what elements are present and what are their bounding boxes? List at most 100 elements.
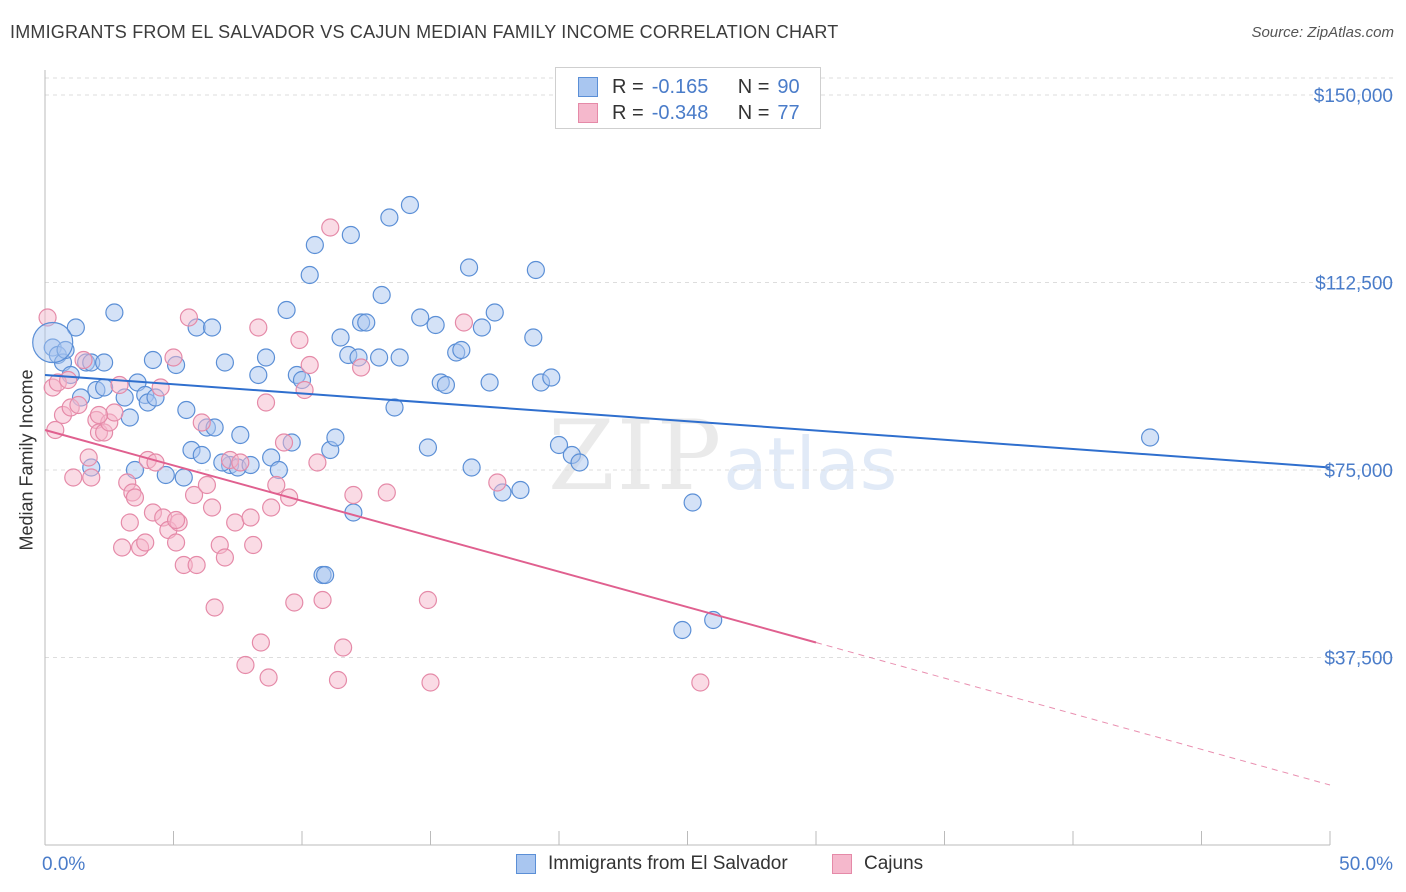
point-el-salvador xyxy=(673,620,692,640)
legend-swatch-pink xyxy=(832,854,852,874)
point-cajuns xyxy=(125,488,145,507)
point-cajuns xyxy=(215,548,234,567)
x-tick-label: 50.0% xyxy=(1339,854,1393,875)
point-cajuns xyxy=(136,533,155,552)
point-el-salvador xyxy=(177,400,196,420)
point-el-salvador xyxy=(156,465,175,485)
point-el-salvador xyxy=(32,321,74,364)
point-el-salvador xyxy=(549,435,569,455)
trend-lines xyxy=(44,374,1331,786)
point-el-salvador xyxy=(426,315,445,335)
point-cajuns xyxy=(112,538,132,557)
point-cajuns xyxy=(241,508,260,527)
point-cajuns xyxy=(321,218,340,237)
point-cajuns xyxy=(197,475,217,495)
point-cajuns xyxy=(236,655,255,675)
r-value: -0.165 xyxy=(651,75,709,98)
point-el-salvador xyxy=(480,373,499,392)
point-el-salvador xyxy=(511,480,530,500)
point-el-salvador xyxy=(269,460,288,480)
point-el-salvador xyxy=(256,348,276,367)
point-cajuns xyxy=(259,668,278,687)
point-el-salvador xyxy=(459,258,479,277)
point-cajuns xyxy=(187,555,206,575)
point-el-salvador xyxy=(485,303,504,322)
point-el-salvador xyxy=(66,318,85,337)
point-cajuns xyxy=(64,468,83,487)
point-cajuns xyxy=(59,370,78,390)
point-cajuns xyxy=(421,673,440,692)
n-value: 77 xyxy=(777,101,800,124)
point-el-salvador xyxy=(411,308,430,327)
point-el-salvador xyxy=(331,328,350,347)
bottom-legend-el-salvador: Immigrants from El Salvador xyxy=(516,852,788,876)
point-cajuns xyxy=(377,483,396,502)
point-el-salvador xyxy=(683,493,702,512)
point-cajuns xyxy=(205,598,224,617)
point-el-salvador xyxy=(277,300,296,320)
point-cajuns xyxy=(120,513,139,532)
point-cajuns xyxy=(166,510,186,530)
point-cajuns xyxy=(285,593,304,612)
y-tick-label: $150,000 xyxy=(1314,86,1393,107)
legend-row-el-salvador: R = -0.165 N = 90 xyxy=(578,75,800,99)
point-cajuns xyxy=(274,433,294,452)
point-el-salvador xyxy=(370,348,389,367)
point-cajuns xyxy=(89,405,109,425)
y-tick-label: $37,500 xyxy=(1324,649,1393,670)
point-cajuns xyxy=(295,380,314,400)
point-el-salvador xyxy=(524,328,543,347)
r-label: R = xyxy=(612,75,644,98)
chart-title: IMMIGRANTS FROM EL SALVADOR VS CAJUN MED… xyxy=(10,22,839,42)
legend-swatch-pink xyxy=(578,103,598,123)
point-el-salvador xyxy=(231,425,250,445)
point-el-salvador xyxy=(385,398,404,417)
point-cajuns xyxy=(46,420,65,440)
point-el-salvador xyxy=(570,453,589,472)
r-value: -0.348 xyxy=(651,101,709,124)
r-label: R = xyxy=(612,101,644,124)
point-el-salvador xyxy=(95,353,114,372)
point-cajuns xyxy=(290,330,309,350)
x-tick-label: 0.0% xyxy=(42,854,85,875)
point-el-salvador xyxy=(143,350,163,370)
legend-label-el-salvador: Immigrants from El Salvador xyxy=(548,853,788,874)
point-cajuns xyxy=(300,355,319,375)
gridlines xyxy=(45,77,1395,658)
trend-line-el-salvador xyxy=(44,374,1331,469)
point-el-salvador xyxy=(202,318,222,337)
point-el-salvador xyxy=(192,445,211,465)
n-label: N = xyxy=(737,75,770,98)
point-cajuns xyxy=(313,590,332,610)
legend-swatch-blue xyxy=(578,77,598,97)
source-note: Source: ZipAtlas.com xyxy=(1251,24,1394,41)
point-cajuns xyxy=(192,413,211,432)
n-label: N = xyxy=(737,101,770,124)
point-cajuns xyxy=(334,638,353,657)
y-tick-label: $112,500 xyxy=(1315,274,1393,295)
point-cajuns xyxy=(262,498,281,517)
point-cajuns xyxy=(69,395,88,415)
point-el-salvador xyxy=(215,353,234,372)
point-el-salvador xyxy=(357,313,376,332)
point-cajuns xyxy=(151,378,170,397)
point-cajuns xyxy=(166,533,186,552)
point-cajuns xyxy=(74,350,93,370)
stats-legend: R = -0.165 N = 90 R = -0.348 N = 77 xyxy=(555,67,821,129)
point-el-salvador xyxy=(305,235,324,255)
point-el-salvador xyxy=(95,378,114,397)
point-el-salvador xyxy=(300,265,319,285)
legend-swatch-blue xyxy=(516,854,536,874)
trend-line-cajuns-extension xyxy=(815,642,1331,786)
point-cajuns xyxy=(226,513,245,532)
tick-labels: $37,500 $75,000 $112,500 $150,000 0.0% 50.0% xyxy=(42,86,1393,875)
point-el-salvador xyxy=(462,458,481,477)
data-points xyxy=(32,195,1160,692)
point-cajuns xyxy=(251,633,270,652)
legend-label-cajuns: Cajuns xyxy=(864,853,924,874)
point-el-salvador xyxy=(400,195,420,215)
point-cajuns xyxy=(164,348,183,367)
point-cajuns xyxy=(308,453,327,472)
point-cajuns xyxy=(691,673,710,692)
point-el-salvador xyxy=(542,368,561,387)
